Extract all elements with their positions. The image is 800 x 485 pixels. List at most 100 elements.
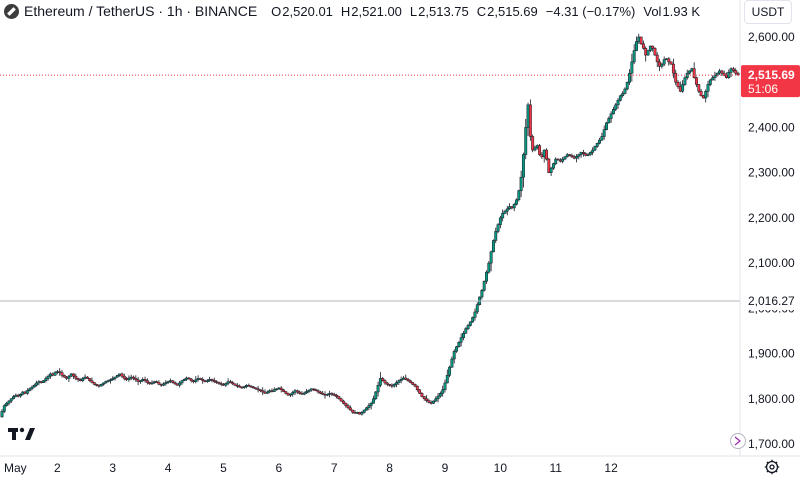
- candle-body: [182, 379, 186, 381]
- candle-body: [125, 378, 129, 381]
- candle: [489, 250, 493, 272]
- candle-body: [485, 271, 488, 282]
- candle: [545, 148, 548, 161]
- candle: [521, 152, 525, 188]
- candle-body: [65, 376, 69, 379]
- candle-body: [381, 378, 385, 381]
- candle-body: [247, 384, 251, 387]
- candle: [120, 372, 124, 378]
- candle-body: [187, 377, 191, 380]
- candle: [549, 166, 553, 176]
- candle-body: [83, 376, 87, 379]
- candle-body: [288, 394, 292, 396]
- volume-value: 1.93 K: [662, 3, 701, 19]
- candle-body: [565, 154, 569, 158]
- candle: [37, 380, 41, 386]
- candle-body: [690, 68, 694, 72]
- candle: [623, 87, 627, 95]
- candle-body: [173, 382, 177, 385]
- symbol-title[interactable]: Ethereum / TetherUS · 1h · BINANCE: [24, 3, 258, 19]
- candle-body: [348, 407, 352, 411]
- candle: [300, 391, 304, 395]
- candle: [678, 81, 682, 93]
- candles-layer: [0, 33, 740, 418]
- candle-body: [607, 118, 611, 124]
- price-tick-label: 2,400.00: [748, 120, 795, 134]
- candle: [346, 403, 350, 410]
- candle-body: [637, 36, 641, 42]
- candle-body: [72, 373, 75, 377]
- candle: [561, 156, 565, 164]
- candle-body: [445, 375, 449, 384]
- candle: [16, 393, 20, 398]
- candle: [238, 384, 242, 388]
- candle-body: [332, 394, 336, 396]
- candle-body: [318, 391, 322, 394]
- candle-body: [342, 400, 345, 404]
- candle-body: [658, 61, 662, 67]
- candle: [632, 44, 636, 65]
- candle-body: [298, 391, 302, 394]
- candle-body: [395, 382, 398, 385]
- candle-body: [282, 389, 285, 392]
- candle-body: [508, 206, 512, 210]
- candle: [692, 62, 696, 79]
- candle: [173, 381, 177, 386]
- candle-body: [233, 383, 237, 386]
- candle: [14, 393, 18, 398]
- candle: [335, 393, 338, 399]
- candle: [263, 389, 267, 394]
- candle: [671, 58, 675, 79]
- candle: [408, 379, 412, 384]
- candle: [655, 52, 659, 68]
- gear-icon[interactable]: [764, 459, 780, 480]
- candle-body: [148, 382, 152, 385]
- candle-body: [62, 375, 66, 378]
- candle: [309, 388, 313, 392]
- candle: [540, 151, 544, 160]
- candle: [491, 239, 495, 253]
- candle: [208, 376, 212, 382]
- candle-body: [635, 41, 638, 51]
- candle: [35, 380, 39, 387]
- candle-body: [406, 379, 410, 381]
- candle: [556, 158, 560, 161]
- candle-body: [155, 381, 159, 383]
- candle: [55, 370, 59, 375]
- price-axis: 2,600.002,500.002,400.002,300.002,200.00…: [739, 0, 800, 456]
- candle-body: [323, 394, 327, 396]
- candle: [422, 395, 426, 401]
- candle-body: [104, 381, 108, 384]
- candle-body: [300, 393, 304, 395]
- candle: [330, 392, 334, 397]
- currency-selector[interactable]: USDT: [744, 0, 792, 24]
- candle-body: [734, 70, 738, 74]
- candle-body: [517, 190, 521, 201]
- candle: [113, 376, 117, 381]
- candle-body: [372, 398, 375, 404]
- candle-body: [489, 251, 493, 264]
- candle-body: [268, 390, 272, 393]
- candle: [314, 388, 318, 392]
- candle-body: [208, 379, 212, 381]
- candle-body: [591, 149, 595, 153]
- candle-body: [168, 380, 172, 382]
- candle-body: [53, 372, 57, 376]
- candle-body: [261, 390, 265, 393]
- candle-body: [556, 158, 560, 161]
- go-to-realtime-icon[interactable]: [729, 432, 747, 455]
- candle-body: [598, 139, 602, 144]
- candle: [616, 98, 620, 109]
- candle-body: [609, 113, 613, 119]
- candle: [450, 356, 454, 369]
- candle-body: [651, 45, 655, 49]
- candle-body: [653, 48, 657, 56]
- tradingview-logo-icon[interactable]: [8, 425, 40, 448]
- candle: [25, 388, 29, 395]
- candle: [141, 377, 145, 383]
- candle: [420, 392, 424, 398]
- candle-body: [450, 358, 454, 368]
- candle-body: [577, 154, 581, 157]
